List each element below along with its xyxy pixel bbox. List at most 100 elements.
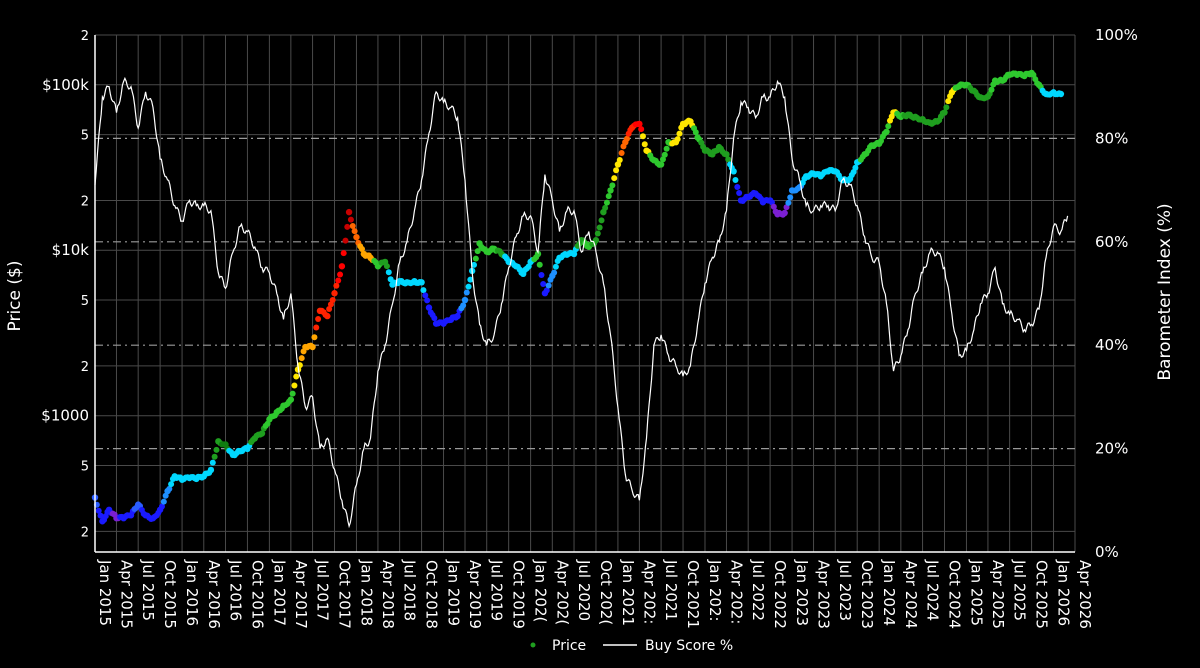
y2-axis-title: Barometer Index (%) bbox=[1155, 203, 1175, 380]
price-point bbox=[213, 446, 220, 453]
price-point bbox=[385, 269, 392, 276]
x-tick-label: Jan 2024 bbox=[880, 559, 898, 626]
x-tick-label: Jul 2017 bbox=[314, 559, 332, 621]
price-point bbox=[736, 190, 743, 197]
price-point bbox=[211, 453, 218, 460]
price-point bbox=[418, 279, 425, 286]
x-tick-label: Apr 2016 bbox=[205, 560, 223, 629]
price-point bbox=[309, 343, 316, 351]
price-point bbox=[607, 187, 614, 194]
price-point bbox=[471, 261, 478, 268]
x-tick-label: Jan 2019 bbox=[445, 559, 463, 626]
price-point bbox=[543, 287, 550, 294]
x-tick-label: Jul 2016 bbox=[226, 559, 244, 621]
price-tick-label: 5 bbox=[81, 459, 89, 474]
price-point bbox=[540, 280, 547, 287]
price-point bbox=[209, 459, 216, 466]
x-tick-label: Jan 2026 bbox=[1055, 559, 1073, 626]
x-tick-label: Apr 2018 bbox=[379, 560, 397, 629]
price-point bbox=[943, 104, 950, 111]
x-tick-label: Oct 2015 bbox=[161, 560, 179, 629]
price-point bbox=[732, 177, 739, 184]
x-tick-label: Jan 2018 bbox=[357, 559, 375, 626]
x-tick-label: Jul 2015 bbox=[139, 559, 157, 621]
x-tick-label: Jan 2023 bbox=[793, 559, 811, 626]
price-point bbox=[329, 297, 336, 304]
price-tick-label: 2 bbox=[81, 360, 89, 375]
x-tick-label: Apr 2025 bbox=[989, 560, 1007, 629]
x-tick-label: Oct 2023 bbox=[858, 560, 876, 629]
x-tick-label: Jul 2022 bbox=[749, 559, 767, 621]
price-point bbox=[616, 156, 623, 163]
x-tick-label: Jul 2021 bbox=[662, 559, 680, 621]
price-point bbox=[166, 485, 173, 492]
price-point bbox=[351, 228, 358, 235]
price-point bbox=[636, 120, 643, 128]
price-point bbox=[603, 199, 610, 206]
price-point bbox=[659, 156, 666, 163]
legend-buy-score-label: Buy Score % bbox=[645, 638, 733, 654]
price-point bbox=[676, 130, 683, 137]
x-tick-label: Jul 2023 bbox=[836, 559, 854, 621]
buy-score-line bbox=[94, 76, 1069, 529]
price-point bbox=[730, 168, 737, 175]
price-point bbox=[618, 150, 625, 157]
y-axis-title: Price ($) bbox=[5, 261, 25, 332]
left-axis-ticks: 2 5 $1000 2 5 $10k 2 5 $100k 2 bbox=[41, 29, 89, 540]
price-point bbox=[461, 296, 469, 304]
price-point bbox=[1057, 90, 1065, 98]
price-point bbox=[611, 175, 618, 182]
price-point bbox=[425, 304, 433, 311]
x-tick-label: Apr 202: bbox=[727, 560, 745, 624]
right-axis-ticks: 0% 20% 40% 60% 80% 100% bbox=[1095, 26, 1138, 561]
price-point bbox=[605, 193, 612, 200]
x-tick-label: Jul 2018 bbox=[401, 559, 419, 621]
price-point bbox=[342, 237, 349, 244]
x-tick-label: Apr 202: bbox=[640, 560, 658, 624]
x-tick-label: Oct 2021 bbox=[684, 560, 702, 629]
price-point bbox=[538, 272, 545, 279]
legend-price-marker bbox=[530, 642, 536, 648]
price-tick-label: 2 bbox=[81, 194, 89, 209]
price-point bbox=[315, 316, 322, 323]
price-point bbox=[359, 245, 366, 252]
price-point bbox=[291, 382, 298, 389]
price-point bbox=[337, 271, 344, 278]
price-point bbox=[592, 237, 600, 244]
price-tick-label: $1000 bbox=[41, 407, 89, 425]
x-tick-label: Jul 2025 bbox=[1011, 559, 1029, 621]
barometer-tick-label: 80% bbox=[1095, 129, 1128, 147]
price-point bbox=[663, 145, 670, 152]
price-point bbox=[885, 123, 892, 130]
legend[interactable]: Price Buy Score % bbox=[530, 638, 734, 654]
price-point bbox=[345, 208, 353, 216]
price-point bbox=[545, 282, 552, 289]
barometer-tick-label: 40% bbox=[1095, 336, 1128, 354]
x-tick-label: Oct 2019 bbox=[510, 560, 528, 629]
price-point bbox=[602, 204, 609, 211]
price-point bbox=[988, 86, 995, 93]
price-point bbox=[852, 164, 859, 171]
price-point bbox=[298, 355, 305, 362]
price-point bbox=[349, 223, 356, 230]
price-point bbox=[463, 289, 470, 296]
price-point bbox=[422, 292, 429, 299]
x-tick-label: Oct 2016 bbox=[248, 560, 266, 629]
price-point bbox=[787, 194, 794, 201]
price-point bbox=[474, 248, 481, 255]
price-point bbox=[609, 182, 616, 189]
price-point bbox=[340, 250, 347, 257]
price-point bbox=[570, 250, 578, 258]
price-point bbox=[95, 507, 102, 514]
price-point bbox=[420, 287, 427, 294]
x-tick-label: Oct 2022 bbox=[771, 560, 789, 629]
price-tick-label: $10k bbox=[52, 241, 90, 259]
price-point bbox=[158, 503, 165, 510]
price-point bbox=[313, 324, 320, 331]
price-point bbox=[551, 269, 558, 276]
price-point bbox=[335, 277, 342, 284]
x-tick-label: Oct 2018 bbox=[423, 560, 441, 629]
price-point bbox=[641, 141, 648, 148]
x-tick-label: Jan 202( bbox=[532, 559, 550, 622]
